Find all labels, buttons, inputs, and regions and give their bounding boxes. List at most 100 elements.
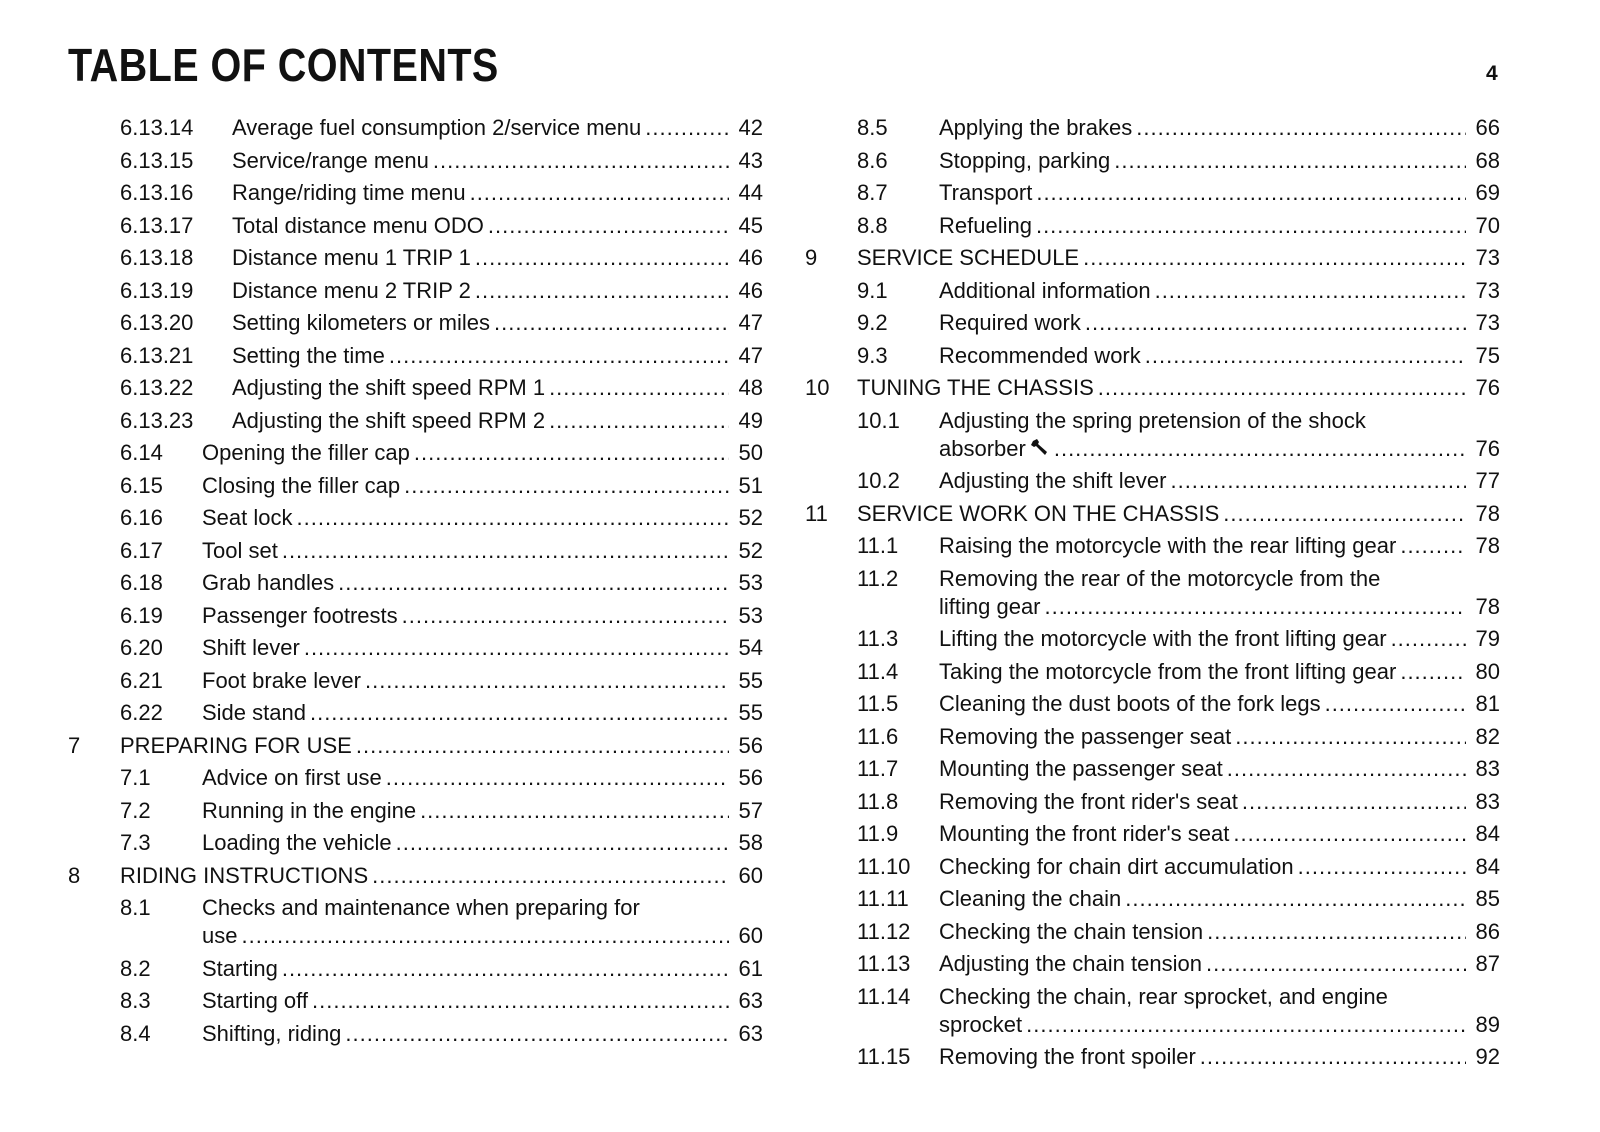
entry-line: Cleaning the chain 85 [805, 885, 1500, 913]
toc-entry[interactable]: 9.1 Additional information 73 [805, 277, 1500, 305]
entry-number: 6.13.17 [120, 212, 194, 238]
entry-page: 82 [1475, 723, 1500, 749]
toc-entry[interactable]: 11.7 Mounting the passenger seat 83 [805, 755, 1500, 783]
toc-entry[interactable]: 11 SERVICE WORK ON THE CHASSIS 78 [805, 500, 1500, 528]
entry-title: SERVICE WORK ON THE CHASSIS [857, 500, 1220, 526]
toc-entry[interactable]: 6.19 Passenger footrests 53 [68, 602, 763, 630]
entry-title: RIDING INSTRUCTIONS [120, 862, 369, 888]
entry-line: Closing the filler cap 51 [68, 472, 763, 500]
toc-entry[interactable]: 10.2 Adjusting the shift lever 77 [805, 467, 1500, 495]
entry-title: Cleaning the dust boots of the fork legs [939, 691, 1321, 716]
entry-line: Required work 73 [805, 309, 1500, 337]
toc-entry[interactable]: 11.14 Checking the chain, rear sprocket, … [805, 983, 1500, 1039]
entry-number: 6.13.14 [120, 115, 194, 140]
entry-line: Checking the chain, rear sprocket, and e… [805, 983, 1500, 1011]
toc-entry[interactable]: 8.4 Shifting, riding 63 [68, 1020, 763, 1048]
entry-line: Checking for chain dirt accumulation 84 [805, 853, 1500, 881]
toc-entry[interactable]: 8.1 Checks and maintenance when preparing… [68, 894, 763, 950]
toc-entry[interactable]: 7.2 Running in the engine 57 [68, 797, 763, 825]
entry-page: 52 [738, 537, 763, 563]
toc-entry[interactable]: 8.3 Starting off 63 [68, 987, 763, 1015]
toc-entry[interactable]: 11.10 Checking for chain dirt accumulatio… [805, 853, 1500, 881]
toc-entry[interactable]: 6.13.23 Adjusting the shift speed RPM 2 49 [68, 407, 763, 435]
toc-entry[interactable]: 11.15 Removing the front spoiler 92 [805, 1043, 1500, 1071]
toc-entry[interactable]: 8.2 Starting 61 [68, 955, 763, 983]
dot-leader [433, 147, 729, 175]
entry-page: 56 [738, 765, 763, 790]
toc-entry[interactable]: 11.2 Removing the rear of the motorcycle … [805, 565, 1500, 621]
toc-entry[interactable]: 8.5 Applying the brakes 66 [805, 114, 1500, 142]
toc-entry[interactable]: 11.13 Adjusting the chain tension 87 [805, 950, 1500, 978]
toc-entry[interactable]: 6.20 Shift lever 54 [68, 634, 763, 662]
entry-number: 11.6 [857, 723, 899, 749]
toc-entry[interactable]: 6.13.16 Range/riding time menu 44 [68, 179, 763, 207]
entry-title: Recommended work [939, 342, 1141, 368]
toc-entry[interactable]: 8 RIDING INSTRUCTIONS 60 [68, 862, 763, 890]
entry-title: Closing the filler cap [202, 472, 401, 498]
toc-entry[interactable]: 6.13.19 Distance menu 2 TRIP 2 46 [68, 277, 763, 305]
entry-number: 6.13.20 [120, 310, 194, 335]
entry-line: SERVICE WORK ON THE CHASSIS 78 [805, 500, 1500, 528]
entry-page: 83 [1475, 788, 1500, 814]
toc-entry[interactable]: 6.21 Foot brake lever 55 [68, 667, 763, 695]
entry-line: RIDING INSTRUCTIONS 60 [68, 862, 763, 890]
toc-entry[interactable]: 6.13.18 Distance menu 1 TRIP 1 46 [68, 244, 763, 272]
entry-page: 78 [1475, 593, 1500, 619]
entry-line: Mounting the front rider's seat 84 [805, 820, 1500, 848]
toc-entry[interactable]: 8.8 Refueling 70 [805, 212, 1500, 240]
toc-entry[interactable]: 9 SERVICE SCHEDULE 73 [805, 244, 1500, 272]
toc-entry[interactable]: 8.7 Transport 69 [805, 179, 1500, 207]
entry-title: use [202, 923, 238, 948]
entry-line: Removing the front spoiler 92 [805, 1043, 1500, 1071]
toc-entry[interactable]: 6.15 Closing the filler cap 51 [68, 472, 763, 500]
toc-entry[interactable]: 7.1 Advice on first use 56 [68, 764, 763, 792]
entry-title: Average fuel consumption 2/service menu [232, 115, 642, 140]
toc-entry[interactable]: 6.18 Grab handles 53 [68, 569, 763, 597]
toc-entry[interactable]: 11.1 Raising the motorcycle with the rear… [805, 532, 1500, 560]
toc-entry[interactable]: 10 TUNING THE CHASSIS 76 [805, 374, 1500, 402]
toc-entry[interactable]: 6.13.21 Setting the time 47 [68, 342, 763, 370]
entry-number: 6.19 [120, 602, 163, 628]
toc-entry[interactable]: 9.3 Recommended work 75 [805, 342, 1500, 370]
entry-page: 52 [738, 505, 763, 530]
entry-line: Additional information 73 [805, 277, 1500, 305]
entry-title: Shifting, riding [202, 1020, 342, 1046]
toc-entry[interactable]: 11.6 Removing the passenger seat 82 [805, 723, 1500, 751]
toc-entry[interactable]: 6.14 Opening the filler cap 50 [68, 439, 763, 467]
toc-entry[interactable]: 6.22 Side stand 55 [68, 699, 763, 727]
dot-leader [1235, 723, 1466, 751]
toc-entry[interactable]: 6.16 Seat lock 52 [68, 504, 763, 532]
toc-entry[interactable]: 6.13.15 Service/range menu 43 [68, 147, 763, 175]
toc-entry[interactable]: 7 PREPARING FOR USE 56 [68, 732, 763, 760]
page-title: TABLE OF CONTENTS [68, 39, 499, 91]
entry-number: 11.2 [857, 565, 899, 591]
toc-entry[interactable]: 6.13.17 Total distance menu ODO 45 [68, 212, 763, 240]
entry-line: Adjusting the chain tension 87 [805, 950, 1500, 978]
toc-entry[interactable]: 7.3 Loading the vehicle 58 [68, 829, 763, 857]
entry-page: 92 [1475, 1044, 1500, 1069]
entry-title: Required work [939, 310, 1081, 335]
entry-title: Opening the filler cap [202, 440, 410, 465]
toc-entry[interactable]: 11.3 Lifting the motorcycle with the fron… [805, 625, 1500, 653]
entry-title: Running in the engine [202, 797, 417, 823]
toc-entry[interactable]: 10.1 Adjusting the spring pretension of t… [805, 407, 1500, 463]
toc-entry[interactable]: 6.17 Tool set 52 [68, 537, 763, 565]
toc-entry[interactable]: 11.11 Cleaning the chain 85 [805, 885, 1500, 913]
toc-entry[interactable]: 11.8 Removing the front rider's seat 83 [805, 788, 1500, 816]
entry-page: 44 [738, 180, 763, 205]
toc-entry[interactable]: 9.2 Required work 73 [805, 309, 1500, 337]
toc-entry[interactable]: 6.13.22 Adjusting the shift speed RPM 1 48 [68, 374, 763, 402]
entry-title: Checking the chain tension [939, 918, 1204, 944]
toc-entry[interactable]: 6.13.14 Average fuel consumption 2/servic… [68, 114, 763, 142]
toc-entry[interactable]: 11.5 Cleaning the dust boots of the fork … [805, 690, 1500, 718]
entry-number: 6.22 [120, 700, 163, 725]
entry-page: 46 [738, 277, 763, 303]
entry-number: 6.15 [120, 472, 163, 498]
toc-entry[interactable]: 6.13.20 Setting kilometers or miles 47 [68, 309, 763, 337]
entry-page: 63 [738, 988, 763, 1013]
toc-entry[interactable]: 11.9 Mounting the front rider's seat 84 [805, 820, 1500, 848]
toc-entry[interactable]: 11.4 Taking the motorcycle from the front… [805, 658, 1500, 686]
entry-line: Setting kilometers or miles 47 [68, 309, 763, 337]
toc-entry[interactable]: 8.6 Stopping, parking 68 [805, 147, 1500, 175]
toc-entry[interactable]: 11.12 Checking the chain tension 86 [805, 918, 1500, 946]
